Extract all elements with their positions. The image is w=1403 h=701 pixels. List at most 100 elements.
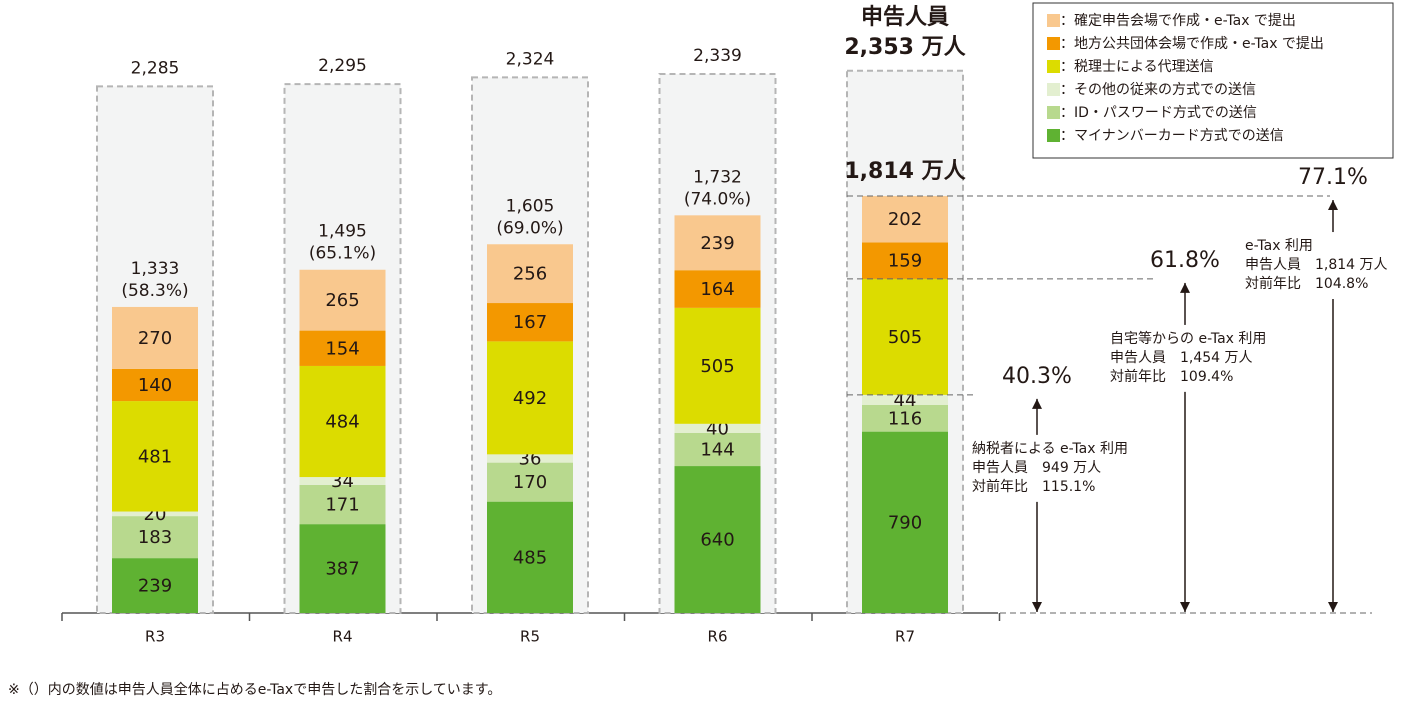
annotation-percent: 61.8% <box>1150 248 1220 273</box>
segment-label: 485 <box>513 547 547 568</box>
segment-label: 387 <box>325 559 359 580</box>
bar-segment <box>862 242 948 279</box>
bar-segment <box>112 511 198 517</box>
total-label: 2,324 <box>506 49 555 69</box>
bar-segment <box>674 423 761 433</box>
total-label: 2,295 <box>318 56 367 76</box>
annotation-line: 対前年比 104.8% <box>1245 275 1368 292</box>
segment-label: 116 <box>888 408 922 429</box>
segment-label: 481 <box>138 446 172 467</box>
etax-total-label: 1,732 <box>693 167 742 187</box>
x-tick-label: R6 <box>708 628 728 646</box>
segment-label: 170 <box>513 472 547 493</box>
arrow-head <box>1032 602 1042 612</box>
bar-segment <box>674 466 761 613</box>
annotation-line: 納税者による e-Tax 利用 <box>972 441 1128 457</box>
annotation-line: 申告人員 1,814 万人 <box>1245 257 1388 273</box>
segment-label: 640 <box>700 530 734 551</box>
bar-segment <box>674 215 761 271</box>
segment-label: 270 <box>138 328 172 349</box>
etax-total-label: 1,495 <box>318 222 367 242</box>
legend-label: ：地方公共団体会場で作成・e-Tax で提出 <box>1060 36 1324 52</box>
arrow-head <box>1328 602 1338 612</box>
x-tick-label: R7 <box>895 628 915 646</box>
total-label: 2,339 <box>693 46 742 66</box>
bar-segment <box>487 462 573 502</box>
annotation-percent: 77.1% <box>1298 165 1368 190</box>
bar-segment <box>862 404 948 432</box>
etax-total-label: 1,333 <box>131 259 180 279</box>
segment-label: 159 <box>888 251 922 272</box>
legend-swatch <box>1047 129 1060 142</box>
segment-label: 239 <box>138 576 172 597</box>
legend-swatch <box>1047 106 1060 119</box>
annotation-line: 対前年比 109.4% <box>1110 368 1233 385</box>
legend-swatch <box>1047 14 1060 27</box>
segment-label: 154 <box>325 338 359 359</box>
etax-total-label: 1,605 <box>506 196 555 216</box>
segment-label: 140 <box>138 375 172 396</box>
legend-label: ：ID・パスワード方式での送信 <box>1060 105 1257 121</box>
segment-label: 484 <box>325 412 359 433</box>
bar-segment <box>487 341 573 455</box>
etax-total-label: 1,814 万人 <box>844 159 965 184</box>
annotation-line: 申告人員 949 万人 <box>972 460 1101 476</box>
legend-swatch <box>1047 83 1060 96</box>
bar-segment <box>487 303 573 342</box>
footnote: ※（）内の数値は申告人員全体に占めるe-Taxで申告した割合を示しています。 <box>8 681 501 698</box>
bar-segment <box>299 365 386 478</box>
etax-share-label: (65.1%) <box>309 244 376 264</box>
annotation-line: 自宅等からの e-Tax 利用 <box>1110 330 1266 347</box>
legend-label: ：マイナンバーカード方式での送信 <box>1060 128 1284 144</box>
bar-segment <box>299 269 386 331</box>
bar-segment <box>862 394 948 405</box>
arrow-head <box>1032 398 1042 409</box>
bar-segment <box>299 484 386 525</box>
segment-label: 492 <box>513 388 547 409</box>
x-tick-label: R5 <box>520 628 540 646</box>
legend-swatch <box>1047 37 1060 50</box>
etax-share-label: (74.0%) <box>684 189 751 209</box>
annotation-line: e-Tax 利用 <box>1245 238 1313 254</box>
segment-label: 505 <box>700 356 734 377</box>
bar-segment <box>112 516 198 559</box>
bar-segment <box>112 558 198 613</box>
bar-segment <box>862 278 948 395</box>
total-label: 2,285 <box>131 58 180 78</box>
bar-segment <box>674 307 761 424</box>
segment-label: 167 <box>513 312 547 333</box>
segment-label: 144 <box>700 440 734 461</box>
annotation-line: 申告人員 1,454 万人 <box>1110 350 1253 366</box>
legend-label: ：確定申告会場で作成・e-Tax で提出 <box>1060 13 1296 29</box>
bar-segment <box>112 401 198 512</box>
bar-segment <box>299 477 386 485</box>
segment-label: 239 <box>700 233 734 254</box>
segment-label: 256 <box>513 264 547 285</box>
total-caption: 申告人員 <box>861 5 949 30</box>
arrow-head <box>1180 602 1190 612</box>
bar-segment <box>862 196 948 243</box>
legend-swatch <box>1047 60 1060 73</box>
segment-label: 265 <box>325 290 359 311</box>
bar-segment <box>487 501 573 613</box>
bar-segment <box>299 524 386 613</box>
segment-label: 183 <box>138 527 172 548</box>
arrow-head <box>1180 282 1190 293</box>
annotation-line: 対前年比 115.1% <box>972 478 1095 495</box>
segment-label: 164 <box>700 279 734 300</box>
legend-label: ：税理士による代理送信 <box>1060 59 1214 75</box>
bar-segment <box>487 454 573 463</box>
bar-segment <box>487 244 573 304</box>
legend-box <box>1032 2 1394 159</box>
segment-label: 171 <box>325 495 359 516</box>
annotation-percent: 40.3% <box>1002 364 1072 389</box>
etax-share-label: (58.3%) <box>121 281 188 301</box>
total-label: 2,353 万人 <box>844 35 965 60</box>
segment-label: 202 <box>888 209 922 230</box>
x-tick-label: R4 <box>333 628 353 646</box>
bar-segment <box>674 270 761 308</box>
bar-segment <box>112 368 198 402</box>
bar-segment <box>112 306 198 369</box>
etax-share-label: (69.0%) <box>496 218 563 238</box>
